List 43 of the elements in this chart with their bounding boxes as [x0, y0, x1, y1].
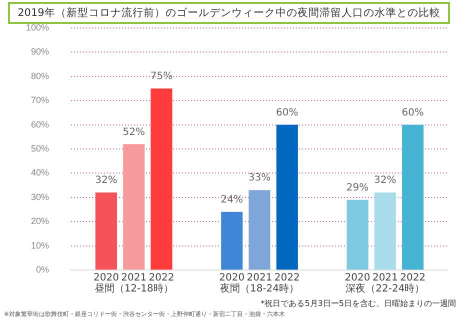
- y-tick-label: 50%: [31, 143, 50, 154]
- bar: [248, 190, 270, 270]
- bar: [95, 192, 117, 270]
- bar: [123, 144, 145, 270]
- text: 2022: [400, 272, 426, 284]
- text: 2020: [344, 272, 370, 284]
- x-tick-label: 昼間（12-18時）: [94, 282, 174, 295]
- series-label: 2021: [121, 272, 147, 284]
- bar: [374, 192, 396, 270]
- data-label: 60%: [276, 107, 298, 118]
- chart-title: 2019年（新型コロナ流行前）のゴールデンウィーク中の夜間滞留人口の水準との比較: [8, 2, 450, 24]
- bar: [402, 124, 424, 270]
- x-tick-label: 夜間（18-24時）: [220, 282, 300, 295]
- data-label: 32%: [95, 175, 118, 186]
- data-label: 75%: [150, 71, 173, 82]
- y-tick-label: 90%: [31, 46, 50, 57]
- data-label: 29%: [346, 182, 369, 194]
- y-tick-label: 30%: [31, 192, 50, 202]
- text: 2020: [93, 272, 119, 284]
- y-tick-label: 0%: [36, 264, 50, 274]
- text: 2022: [274, 272, 300, 284]
- series-label: 2022: [148, 272, 174, 284]
- data-label: 33%: [248, 172, 271, 184]
- text: *祝日である5月3日ー5日を含む、日曜始まりの一週間: [260, 298, 456, 309]
- data-label: 52%: [122, 126, 145, 138]
- x-tick-label: 深夜（22-24時）: [346, 282, 425, 295]
- y-tick-label: 100%: [26, 22, 50, 32]
- y-tick-label: 40%: [31, 168, 50, 178]
- series-label: 2020: [219, 272, 245, 284]
- data-label: 24%: [220, 194, 243, 206]
- y-tick-label: 70%: [31, 95, 50, 106]
- y-tick-label: 80%: [31, 70, 50, 81]
- bar: [150, 88, 172, 270]
- y-tick-label: 20%: [31, 216, 50, 226]
- y-tick-label: 10%: [31, 240, 50, 250]
- bar: [276, 124, 298, 270]
- y-tick-label: 60%: [31, 119, 50, 130]
- text: 2021: [372, 272, 398, 284]
- data-label: 60%: [402, 107, 424, 118]
- text: 2021: [246, 272, 272, 284]
- bar: [346, 200, 368, 270]
- bar: [221, 212, 243, 270]
- data-label: 32%: [374, 175, 396, 186]
